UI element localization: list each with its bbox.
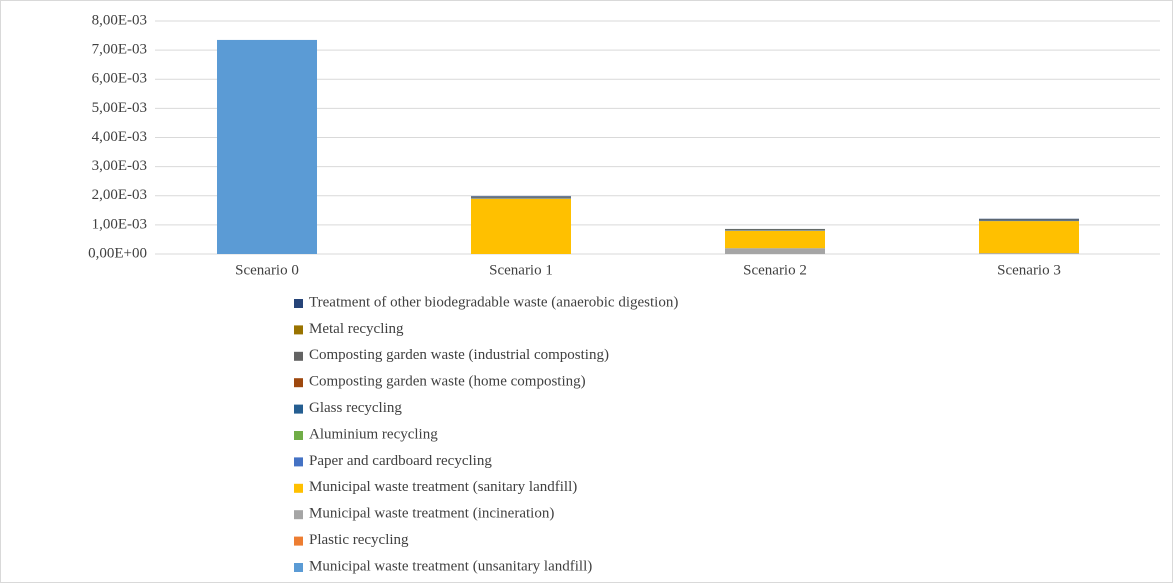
legend-swatch — [294, 536, 303, 546]
y-tick-label: 2,00E-03 — [92, 187, 147, 203]
bar-segment — [979, 218, 1079, 220]
legend-swatch — [294, 563, 303, 572]
x-tick-label: Scenario 0 — [235, 262, 299, 278]
bar-segment — [725, 230, 825, 249]
bar-segment — [979, 221, 1079, 254]
legend-label: Glass recycling — [309, 400, 402, 416]
bar-segment — [979, 219, 1079, 221]
y-tick-label: 7,00E-03 — [92, 42, 147, 58]
legend-swatch — [294, 457, 303, 467]
legend-label: Treatment of other biodegradable waste (… — [309, 294, 678, 310]
y-tick-label: 3,00E-03 — [92, 158, 147, 174]
y-tick-label: 1,00E-03 — [92, 216, 147, 232]
y-tick-label: 6,00E-03 — [92, 71, 147, 87]
bar-segment — [471, 198, 571, 254]
x-tick-label: Scenario 2 — [743, 262, 807, 278]
y-tick-label: 5,00E-03 — [92, 100, 147, 116]
legend-label: Metal recycling — [309, 321, 404, 337]
legend-label: Municipal waste treatment (unsanitary la… — [309, 558, 592, 574]
bar-segment — [217, 39, 317, 255]
legend-label: Plastic recycling — [309, 532, 409, 548]
bar-segment — [471, 197, 571, 199]
bar-segment — [979, 253, 1079, 254]
y-tick-label: 8,00E-03 — [92, 12, 147, 28]
legend-label: Composting garden waste (industrial comp… — [309, 347, 609, 363]
legend-label: Composting garden waste (home composting… — [309, 374, 586, 390]
bar-segment — [725, 248, 825, 254]
legend-label: Paper and cardboard recycling — [309, 453, 492, 469]
legend-swatch — [294, 510, 303, 520]
legend-swatch — [294, 431, 303, 440]
x-tick-label: Scenario 3 — [997, 262, 1061, 278]
legend-label: Aluminium recycling — [309, 426, 438, 442]
legend-swatch — [294, 299, 303, 308]
bar-segment — [471, 196, 571, 198]
legend-swatch — [294, 351, 303, 361]
y-tick-label: 4,00E-03 — [92, 129, 147, 145]
bar-segment — [725, 228, 825, 230]
legend-swatch — [294, 404, 303, 414]
legend-label: Municipal waste treatment (incineration) — [309, 506, 554, 522]
x-tick-label: Scenario 1 — [489, 262, 553, 278]
legend-swatch — [294, 483, 303, 493]
legend-label: Municipal waste treatment (sanitary land… — [309, 479, 577, 495]
legend-swatch — [294, 325, 303, 335]
legend-swatch — [294, 378, 303, 388]
y-tick-label: 0,00E+00 — [88, 245, 147, 261]
